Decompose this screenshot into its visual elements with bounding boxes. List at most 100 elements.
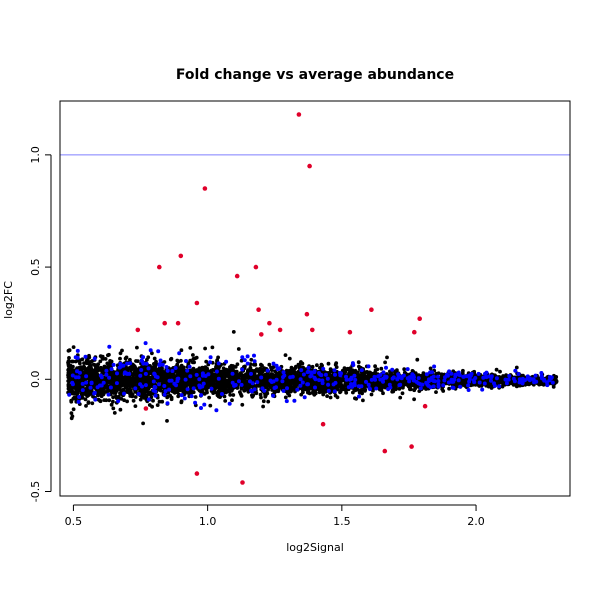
data-point (267, 384, 271, 388)
data-point (348, 368, 352, 373)
data-point (320, 363, 324, 368)
data-point (206, 384, 211, 389)
data-point (323, 390, 328, 394)
data-point (254, 391, 259, 396)
data-point (147, 377, 152, 382)
data-point (193, 356, 198, 361)
data-point (521, 373, 525, 378)
data-point (513, 383, 518, 387)
data-point (69, 359, 74, 364)
data-point (309, 379, 313, 383)
data-point (146, 355, 151, 360)
data-point (296, 373, 301, 378)
data-point (69, 390, 74, 395)
data-point (231, 364, 236, 368)
data-point (227, 387, 232, 392)
data-point (393, 371, 397, 376)
data-point (335, 387, 340, 392)
chart-title: Fold change vs average abundance (176, 67, 454, 83)
data-point (160, 399, 165, 404)
data-point (102, 398, 107, 402)
data-point (224, 367, 229, 372)
data-point (139, 388, 144, 393)
data-point (330, 386, 334, 391)
data-point (230, 398, 234, 403)
data-point (109, 359, 114, 364)
data-point (228, 393, 233, 397)
data-point (84, 386, 89, 391)
data-point (244, 372, 249, 377)
data-point (73, 359, 78, 364)
data-point (245, 369, 250, 374)
y-axis-title: log2FC (2, 281, 15, 319)
data-point (107, 398, 112, 403)
data-point (75, 380, 80, 385)
data-point (383, 360, 387, 365)
data-point (315, 363, 319, 368)
data-point (101, 357, 105, 361)
data-point (133, 404, 138, 408)
data-point (140, 377, 145, 382)
data-point (299, 392, 304, 397)
data-point (84, 404, 88, 408)
data-point (150, 404, 155, 409)
data-point (253, 363, 258, 367)
data-point (114, 396, 119, 400)
data-point (105, 361, 110, 366)
data-point (236, 347, 241, 351)
data-point (213, 377, 218, 382)
data-point (122, 398, 126, 403)
data-point (109, 389, 114, 394)
data-point (125, 399, 129, 404)
data-point (162, 371, 166, 375)
data-point (494, 367, 499, 372)
data-point (165, 419, 169, 423)
data-point (342, 366, 347, 370)
data-point (191, 390, 196, 395)
data-point (217, 365, 221, 370)
data-point (90, 401, 95, 406)
data-point (179, 348, 184, 353)
data-point (373, 381, 378, 385)
data-point (179, 399, 184, 403)
data-point (326, 361, 331, 366)
data-point (115, 387, 120, 391)
data-point (373, 364, 377, 369)
data-point (242, 388, 247, 393)
data-point (215, 381, 219, 386)
data-point (78, 361, 82, 366)
data-point (66, 359, 71, 363)
data-point (68, 387, 73, 392)
data-point (266, 387, 270, 392)
data-point (203, 346, 208, 351)
data-point (209, 380, 213, 384)
data-point (260, 363, 264, 368)
data-point (381, 382, 385, 387)
data-point (379, 366, 384, 371)
data-point (428, 366, 433, 371)
data-point (447, 386, 451, 391)
data-point (258, 392, 263, 397)
data-point (107, 352, 111, 357)
data-point (214, 385, 219, 390)
data-point (320, 390, 325, 394)
data-point (127, 366, 132, 371)
data-point (204, 359, 209, 364)
data-point (111, 406, 116, 411)
data-point (100, 388, 104, 393)
data-point (208, 403, 213, 408)
data-point (361, 398, 365, 403)
data-point (178, 368, 182, 373)
data-point (400, 391, 405, 396)
data-point (337, 383, 342, 388)
data-point (69, 416, 74, 421)
data-point (191, 353, 195, 357)
data-point (223, 399, 228, 403)
data-point (135, 345, 139, 350)
data-point (130, 384, 134, 388)
data-point (123, 356, 128, 361)
data-point (356, 360, 361, 365)
data-point (283, 395, 288, 400)
data-point (99, 365, 103, 370)
